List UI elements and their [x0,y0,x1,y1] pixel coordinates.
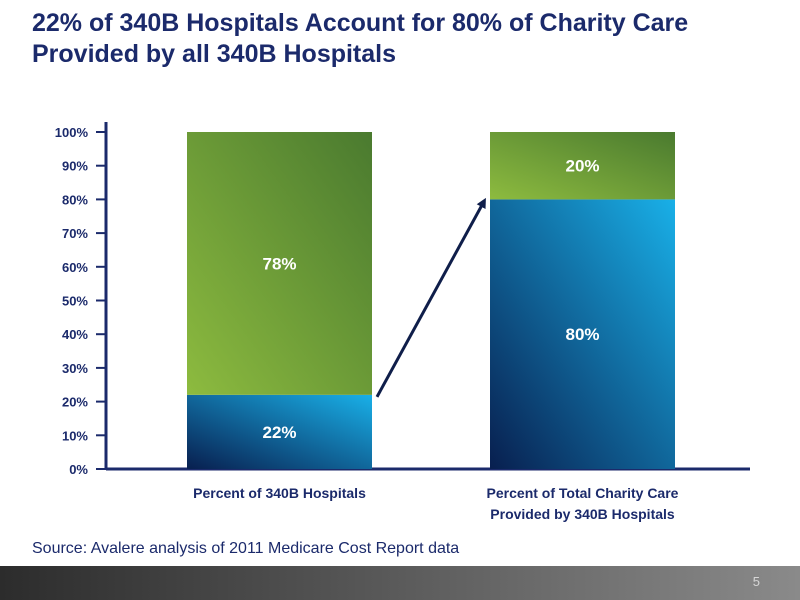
source-note: Source: Avalere analysis of 2011 Medicar… [32,540,460,557]
footer-bar: 5 [0,566,800,600]
stacked-bar-chart: 0% 10% 20% 30% 40% 50% 60% 70% 80% 90% 100% 22% 78%… [55,122,750,522]
y-tick-label: 90% [62,159,88,174]
y-tick-label: 50% [62,294,88,309]
y-tick-label: 30% [62,361,88,376]
y-tick-label: 100% [55,125,89,140]
data-label: 22% [262,423,296,442]
x-category-label: Percent of 340B Hospitals [193,485,366,501]
slide-title: 22% of 340B Hospitals Account for 80% of… [32,9,689,68]
data-label: 78% [262,254,296,273]
bar-segment [187,132,372,395]
y-tick-label: 70% [62,226,88,241]
y-tick-label: 80% [62,192,88,207]
x-category-label: Provided by 340B Hospitals [490,506,675,522]
bar-segment [490,132,675,200]
bar-segment [490,199,675,469]
y-tick-label: 60% [62,260,88,275]
y-tick-label: 10% [62,428,88,443]
y-tick-label: 0% [69,462,88,477]
trend-arrow [375,197,486,398]
x-category-label: Percent of Total Charity Care [487,485,679,501]
data-label: 20% [565,157,599,176]
data-label: 80% [565,325,599,344]
bar-segment [187,394,372,469]
y-tick-label: 20% [62,395,88,410]
y-tick-label: 40% [62,327,88,342]
page-number: 5 [752,574,760,589]
